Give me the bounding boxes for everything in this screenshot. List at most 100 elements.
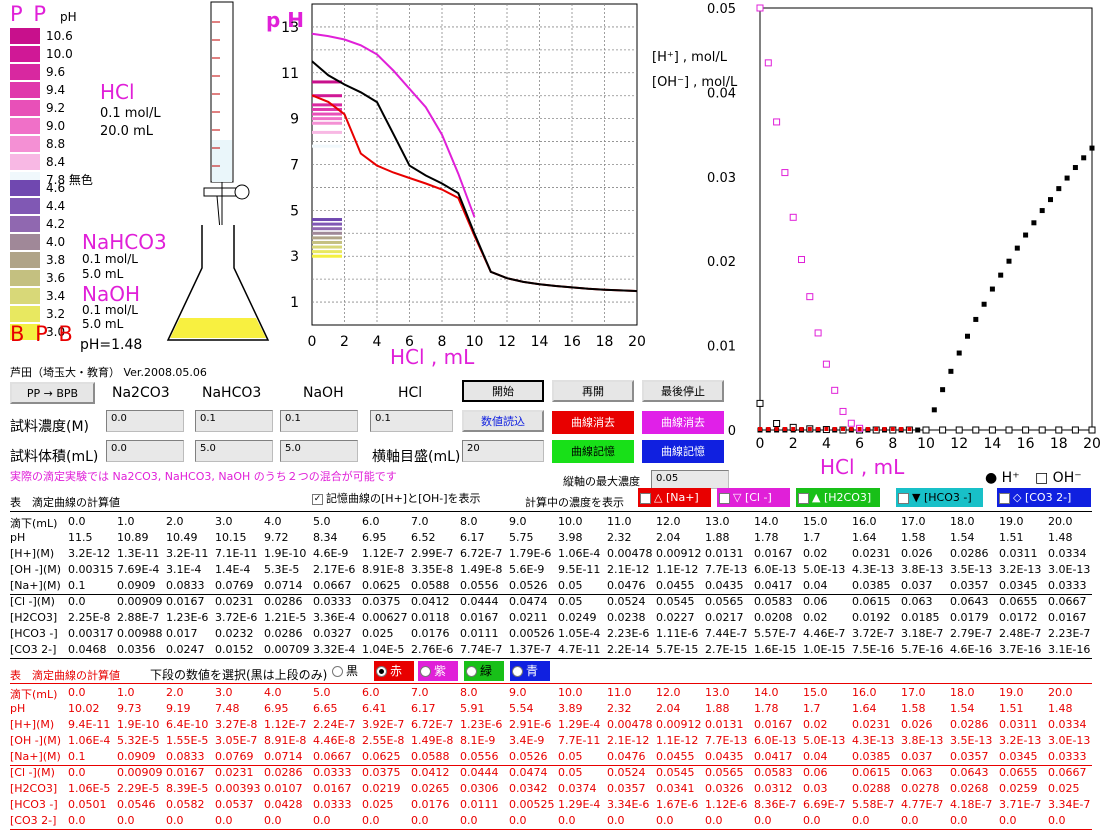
table-cell: 5.7E-15 xyxy=(656,643,699,656)
store-blue-curve-button[interactable]: 曲線記憶 xyxy=(642,440,724,463)
checkbox-icon xyxy=(798,492,809,504)
bpb-swatch xyxy=(10,198,40,214)
table-cell: 0.0643 xyxy=(950,595,989,608)
ph-xtick-label: 4 xyxy=(373,334,382,350)
table-cell: 0.0249 xyxy=(558,611,597,624)
table-cell: 0.0667 xyxy=(1048,766,1087,779)
restart-button[interactable]: 再開 xyxy=(552,380,634,402)
table-cell: 0.0326 xyxy=(705,782,744,795)
table-cell: 0.0345 xyxy=(999,750,1038,763)
table-cell: 0.0565 xyxy=(705,766,744,779)
table-cell: 18.0 xyxy=(950,686,975,699)
table-cell: 6.95 xyxy=(362,531,387,544)
conc-xtick-label: 4 xyxy=(822,436,831,452)
table-cell: 1.6E-15 xyxy=(754,643,797,656)
oh-point xyxy=(988,426,996,434)
table-cell: 15.0 xyxy=(803,686,828,699)
table-cell: 6.0E-13 xyxy=(754,734,797,747)
show-stored-conc-checkbox[interactable]: ✓ 記憶曲線の[H+]と[OH-]を表示 xyxy=(312,490,481,506)
radio-2[interactable]: 紫 xyxy=(418,661,458,681)
pp-value: 8.4 xyxy=(46,155,66,169)
conc-toggle-1[interactable]: ▽ [Cl -] xyxy=(717,488,790,507)
table-cell: 1.51 xyxy=(999,702,1024,715)
axis-scale-input[interactable]: 20 xyxy=(462,440,544,462)
table2-divider xyxy=(10,683,1092,684)
erase-magenta-curve-button[interactable]: 曲線消去 xyxy=(642,411,724,434)
ph-indicator-band xyxy=(312,245,342,249)
table-cell: 4.46E-7 xyxy=(803,627,846,640)
table-cell: 0.0 xyxy=(509,814,527,827)
radio-3[interactable]: 緑 xyxy=(464,661,504,681)
store-green-curve-button[interactable]: 曲線記憶 xyxy=(552,440,634,463)
table-cell: 0.0909 xyxy=(117,579,156,592)
conc-toggle-3[interactable]: ▼ [HCO3 -] xyxy=(896,488,983,507)
checkbox-checked-icon: ✓ xyxy=(312,493,323,505)
burette-flask-icon xyxy=(166,1,270,341)
read-values-button[interactable]: 数値読込 xyxy=(462,410,544,432)
pp-bpb-toggle-button[interactable]: PP → BPB xyxy=(10,382,95,404)
conc-chart: 0 2 4 6 8 10 12 14 16 18 20 0 0.01 0.02 0.03 0.04 0.05 xyxy=(707,2,1100,452)
table-cell: 0.05 xyxy=(558,766,583,779)
row-header: [OH -](M) xyxy=(10,563,62,576)
ph-indicator-band xyxy=(312,130,342,134)
conc-toggle-0[interactable]: △ [Na+] xyxy=(638,488,711,507)
table-cell: 3.0E-13 xyxy=(1048,563,1091,576)
table-cell: 1.37E-7 xyxy=(509,643,552,656)
table-cell: 0.0172 xyxy=(999,611,1038,624)
table-cell: 0.0526 xyxy=(509,579,548,592)
table-cell: 4.6E-16 xyxy=(950,643,993,656)
radio-icon xyxy=(420,666,431,677)
table-cell: 6.17 xyxy=(411,702,436,715)
table-cell: 6.4E-10 xyxy=(166,718,209,731)
naoh-vol-input[interactable]: 5.0 xyxy=(280,440,358,462)
conc-xtick-label: 6 xyxy=(855,436,864,452)
table-cell: 0.0435 xyxy=(705,750,744,763)
table-cell: 0.1 xyxy=(68,579,86,592)
pp-swatch xyxy=(10,64,40,80)
table-cell: 1.12E-7 xyxy=(362,547,405,560)
table-cell: 1.12E-7 xyxy=(264,718,307,731)
table-cell: 0.0232 xyxy=(215,627,254,640)
radio-1[interactable]: 赤 xyxy=(374,661,414,681)
na2co3-conc-input[interactable]: 0.0 xyxy=(106,410,184,432)
radio-4[interactable]: 青 xyxy=(510,661,550,681)
red-stored-point xyxy=(766,427,771,431)
start-button[interactable]: 開始 xyxy=(462,380,544,402)
table-cell: 0.1 xyxy=(68,750,86,763)
bpb-value: 4.4 xyxy=(46,199,66,213)
table-cell: 0.0167 xyxy=(313,782,352,795)
hcl-conc-input[interactable]: 0.1 xyxy=(370,410,453,432)
table-cell: 0.0476 xyxy=(607,750,646,763)
table-cell: 0.00627 xyxy=(362,611,408,624)
ph-indicator-band xyxy=(312,117,342,121)
table-cell: 0.0524 xyxy=(607,766,646,779)
final-stop-button[interactable]: 最後停止 xyxy=(642,380,724,402)
table-cell: 1.0E-15 xyxy=(803,643,846,656)
erase-red-curve-button[interactable]: 曲線消去 xyxy=(552,411,634,434)
table-cell: 0.00909 xyxy=(117,766,163,779)
max-conc-input[interactable]: 0.05 xyxy=(651,470,729,489)
na2co3-vol-input[interactable]: 0.0 xyxy=(106,440,184,462)
oh-point xyxy=(1088,426,1096,434)
table-cell: 1.3E-11 xyxy=(117,547,160,560)
table-cell: 0.0588 xyxy=(411,750,450,763)
table-cell: 6.0E-13 xyxy=(754,563,797,576)
column-nahco3: NaHCO3 xyxy=(202,385,262,401)
table-cell: 16.0 xyxy=(852,686,877,699)
conc-toggle-4[interactable]: ◇ [CO3 2-] xyxy=(997,488,1091,507)
naoh-conc-input[interactable]: 0.1 xyxy=(280,410,358,432)
radio-0[interactable]: 黒 xyxy=(330,661,370,681)
table-cell: 0.0 xyxy=(362,814,380,827)
conc-toggle-2[interactable]: ▲ [H2CO3] xyxy=(796,488,880,507)
table-cell: 12.0 xyxy=(656,515,681,528)
nahco3-conc-input[interactable]: 0.1 xyxy=(195,410,273,432)
nahco3-vol-input[interactable]: 5.0 xyxy=(195,440,273,462)
column-hcl: HCl xyxy=(398,385,423,401)
table-cell: 10.0 xyxy=(558,686,583,699)
table-cell: 0.0583 xyxy=(754,766,793,779)
table-cell: 5.75 xyxy=(509,531,534,544)
show-conc-label: 計算中の濃度を表示 xyxy=(525,496,624,509)
table-cell: 0.0 xyxy=(68,515,86,528)
table-cell: 0.0545 xyxy=(656,766,695,779)
oh-point xyxy=(955,426,963,434)
